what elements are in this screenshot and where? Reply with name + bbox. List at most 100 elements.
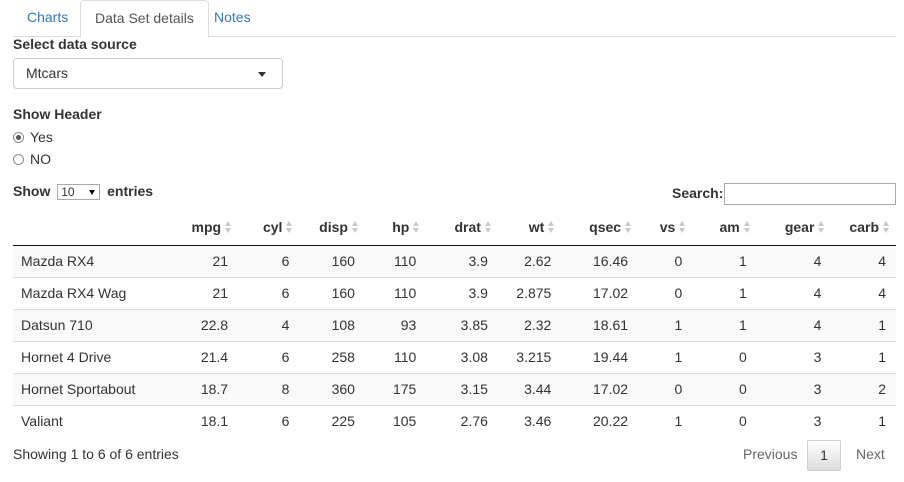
column-header-label: qsec xyxy=(589,219,622,236)
column-header-label: wt xyxy=(528,219,545,236)
column-header-cyl[interactable]: cyl xyxy=(238,210,300,246)
table-cell: 6 xyxy=(238,340,300,373)
search-input[interactable] xyxy=(724,183,896,205)
table-body: Mazda RX4 21 6 160 110 3.9 2.62 16.46 0 1 4 4 Mazda … xyxy=(13,245,896,437)
data-source-value: Mtcars xyxy=(26,65,68,81)
column-header-wt[interactable]: wt xyxy=(497,210,562,246)
radio-checked-icon[interactable] xyxy=(13,132,24,143)
table-cell: 108 xyxy=(299,308,365,341)
search-label: Search: xyxy=(672,185,724,201)
column-header-disp[interactable]: disp xyxy=(299,210,365,246)
table-cell: 110 xyxy=(364,276,427,309)
data-source-select[interactable]: Mtcars xyxy=(13,58,283,89)
row-name-cell: Valiant xyxy=(13,404,177,437)
caret-down-icon xyxy=(258,72,266,77)
table-cell: 18.7 xyxy=(176,372,239,405)
sort-icon xyxy=(548,221,555,234)
sort-icon xyxy=(484,221,492,234)
column-header-vs[interactable]: vs xyxy=(638,210,693,246)
column-header-label: carb xyxy=(849,219,879,236)
sort-icon xyxy=(351,221,359,234)
table-cell: 2 xyxy=(831,372,896,405)
column-header-mpg[interactable]: mpg xyxy=(176,210,239,246)
tab-notes[interactable]: Notes xyxy=(214,9,251,25)
table-cell: 3.9 xyxy=(426,245,498,277)
table-cell: 3.85 xyxy=(426,308,498,341)
table-cell: 4 xyxy=(756,276,832,309)
table-cell: 0 xyxy=(638,276,693,309)
sort-icon xyxy=(818,221,825,234)
show-header-label: Show Header xyxy=(13,106,102,122)
table-row: Datsun 710 22.8 4 108 93 3.85 2.32 18.61 1 1 4 1 xyxy=(13,308,896,341)
table-row: Hornet 4 Drive 21.4 6 258 110 3.08 3.215 19.44 1… xyxy=(13,340,896,373)
column-header-am[interactable]: am xyxy=(692,210,757,246)
radio-no-label: NO xyxy=(30,151,51,167)
table-cell: 3.44 xyxy=(497,372,562,405)
length-suffix: entries xyxy=(107,183,154,199)
column-header-label: hp xyxy=(392,219,410,236)
table-cell: 3 xyxy=(756,372,832,405)
table-cell: 21 xyxy=(176,276,239,309)
table-cell: 19.44 xyxy=(561,340,639,373)
next-button[interactable]: Next xyxy=(856,446,885,462)
sort-icon xyxy=(625,221,632,234)
table-cell: 17.02 xyxy=(561,372,639,405)
table-cell: 1 xyxy=(692,308,757,341)
table-cell: 0 xyxy=(638,372,693,405)
row-name-cell: Mazda RX4 Wag xyxy=(13,276,177,309)
sort-icon xyxy=(883,221,890,234)
entries-per-page-value: 10 xyxy=(61,185,75,199)
table-cell: 3.46 xyxy=(497,404,562,437)
tab-data-set-details[interactable]: Data Set details xyxy=(80,0,209,38)
table-cell: 93 xyxy=(364,308,427,341)
column-header-gear[interactable]: gear xyxy=(756,210,832,246)
row-name-cell: Mazda RX4 xyxy=(13,245,177,277)
table-cell: 2.875 xyxy=(497,276,562,309)
table-cell: 160 xyxy=(299,276,365,309)
table-cell: 0 xyxy=(638,245,693,277)
radio-unchecked-icon[interactable] xyxy=(13,154,24,165)
table-cell: 2.62 xyxy=(497,245,562,277)
column-header-hp[interactable]: hp xyxy=(364,210,427,246)
entries-per-page-select[interactable]: 10 xyxy=(57,184,101,200)
table-cell: 1 xyxy=(638,308,693,341)
table-cell: 18.1 xyxy=(176,404,239,437)
sort-icon xyxy=(743,221,751,234)
table-cell: 4 xyxy=(238,308,300,341)
column-header-drat[interactable]: drat xyxy=(426,210,498,246)
column-header-label: disp xyxy=(319,219,348,236)
table-cell: 3.9 xyxy=(426,276,498,309)
radio-yes-label: Yes xyxy=(30,129,53,145)
table-cell: 4 xyxy=(756,245,832,277)
table-cell: 3.08 xyxy=(426,340,498,373)
column-header-carb[interactable]: carb xyxy=(831,210,896,246)
sort-icon xyxy=(413,221,420,234)
column-header-label: am xyxy=(719,219,740,236)
table-cell: 6 xyxy=(238,245,300,277)
length-prefix: Show xyxy=(13,183,51,199)
table-info: Showing 1 to 6 of 6 entries xyxy=(13,446,179,462)
table-cell: 105 xyxy=(364,404,427,437)
table-cell: 175 xyxy=(364,372,427,405)
dropdown-arrow-icon xyxy=(89,190,96,195)
table-cell: 4 xyxy=(756,308,832,341)
radio-no[interactable]: NO xyxy=(13,150,51,168)
data-source-label: Select data source xyxy=(13,36,137,52)
radio-yes[interactable]: Yes xyxy=(13,128,53,146)
table-cell: 4 xyxy=(831,245,896,277)
previous-button[interactable]: Previous xyxy=(743,446,798,462)
table-cell: 17.02 xyxy=(561,276,639,309)
tab-bar: Charts Data Set details Notes xyxy=(13,0,896,38)
table-cell: 0 xyxy=(692,340,757,373)
table-cell: 21 xyxy=(176,245,239,277)
table-cell: 1 xyxy=(831,404,896,437)
column-header-qsec[interactable]: qsec xyxy=(561,210,639,246)
tab-charts[interactable]: Charts xyxy=(27,9,69,25)
row-name-cell: Hornet 4 Drive xyxy=(13,340,177,373)
table-cell: 1 xyxy=(831,308,896,341)
table-cell: 1 xyxy=(638,340,693,373)
table-header-row: mpg cyl disp hp drat wt qsec vs am gear … xyxy=(13,210,896,246)
table-cell: 258 xyxy=(299,340,365,373)
page-1-button[interactable]: 1 xyxy=(807,440,841,471)
table-cell: 2.32 xyxy=(497,308,562,341)
